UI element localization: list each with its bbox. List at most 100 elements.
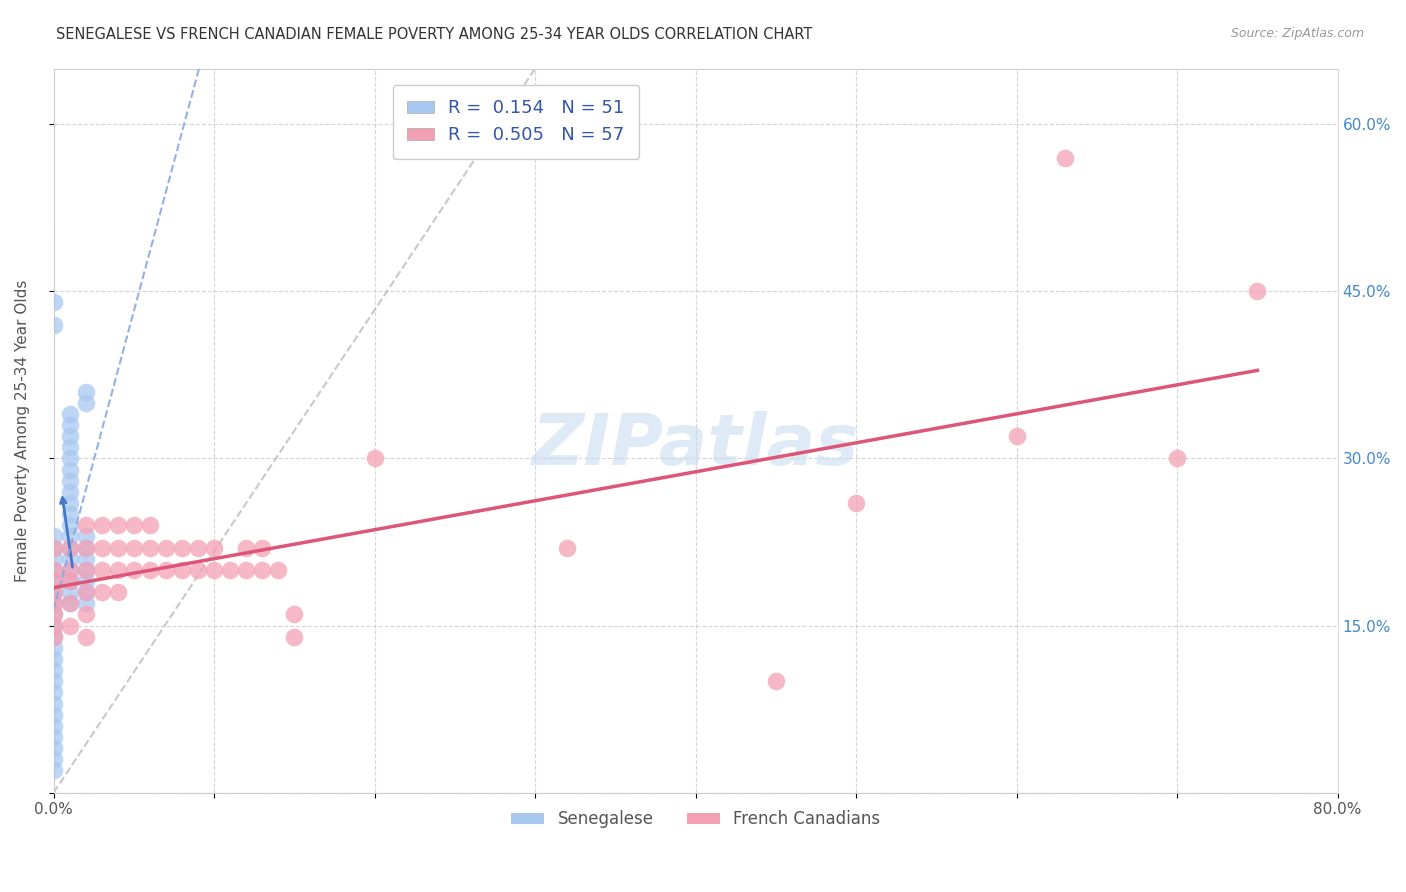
Text: SENEGALESE VS FRENCH CANADIAN FEMALE POVERTY AMONG 25-34 YEAR OLDS CORRELATION C: SENEGALESE VS FRENCH CANADIAN FEMALE POV… [56,27,813,42]
Point [90,518,112,533]
Point [42,596,65,610]
Point [42,618,65,632]
Point [555,541,578,555]
Point [42,295,65,310]
Point [202,563,225,577]
Point [59,551,82,566]
Point [42,674,65,689]
Point [42,541,65,555]
Point [59,596,82,610]
Point [1246,285,1268,299]
Point [75,518,97,533]
Point [42,663,65,677]
Point [90,585,112,599]
Point [252,563,274,577]
Point [42,585,65,599]
Point [122,518,145,533]
Point [59,474,82,488]
Point [59,451,82,466]
Point [42,652,65,666]
Point [267,563,290,577]
Point [219,563,242,577]
Point [107,518,129,533]
Point [75,596,97,610]
Point [155,541,177,555]
Point [42,741,65,756]
Point [75,395,97,409]
Point [42,630,65,644]
Point [59,462,82,476]
Point [42,596,65,610]
Point [75,541,97,555]
Point [59,585,82,599]
Point [42,630,65,644]
Point [42,730,65,744]
Point [363,451,385,466]
Point [59,596,82,610]
Point [235,563,257,577]
Point [90,563,112,577]
Point [187,563,209,577]
Legend: Senegalese, French Canadians: Senegalese, French Canadians [505,804,887,835]
Point [75,607,97,622]
Point [42,607,65,622]
Point [42,574,65,588]
Point [59,429,82,443]
Point [42,640,65,655]
Point [155,563,177,577]
Point [75,551,97,566]
Point [42,574,65,588]
Point [75,384,97,399]
Point [59,496,82,510]
Point [75,585,97,599]
Point [59,541,82,555]
Point [59,563,82,577]
Point [107,585,129,599]
Point [42,563,65,577]
Point [59,417,82,432]
Point [42,541,65,555]
Point [42,563,65,577]
Point [42,585,65,599]
Point [75,563,97,577]
Point [75,563,97,577]
Point [90,541,112,555]
Point [122,541,145,555]
Point [59,574,82,588]
Point [107,563,129,577]
Point [107,541,129,555]
Point [59,563,82,577]
Text: ZIPatlas: ZIPatlas [531,410,859,480]
Point [75,541,97,555]
Point [122,563,145,577]
Point [42,551,65,566]
Point [139,541,162,555]
Point [252,541,274,555]
Point [170,563,193,577]
Point [283,607,305,622]
Point [59,618,82,632]
Y-axis label: Female Poverty Among 25-34 Year Olds: Female Poverty Among 25-34 Year Olds [15,279,30,582]
Point [59,541,82,555]
Point [75,529,97,543]
Point [75,574,97,588]
Point [1053,151,1076,165]
Point [42,697,65,711]
Point [75,585,97,599]
Point [42,685,65,699]
Point [202,541,225,555]
Point [187,541,209,555]
Point [59,407,82,421]
Point [42,752,65,766]
Point [139,563,162,577]
Point [75,630,97,644]
Point [42,618,65,632]
Point [59,484,82,499]
Point [1005,429,1028,443]
Point [59,529,82,543]
Point [1166,451,1188,466]
Point [42,719,65,733]
Point [42,607,65,622]
Point [765,674,787,689]
Point [42,529,65,543]
